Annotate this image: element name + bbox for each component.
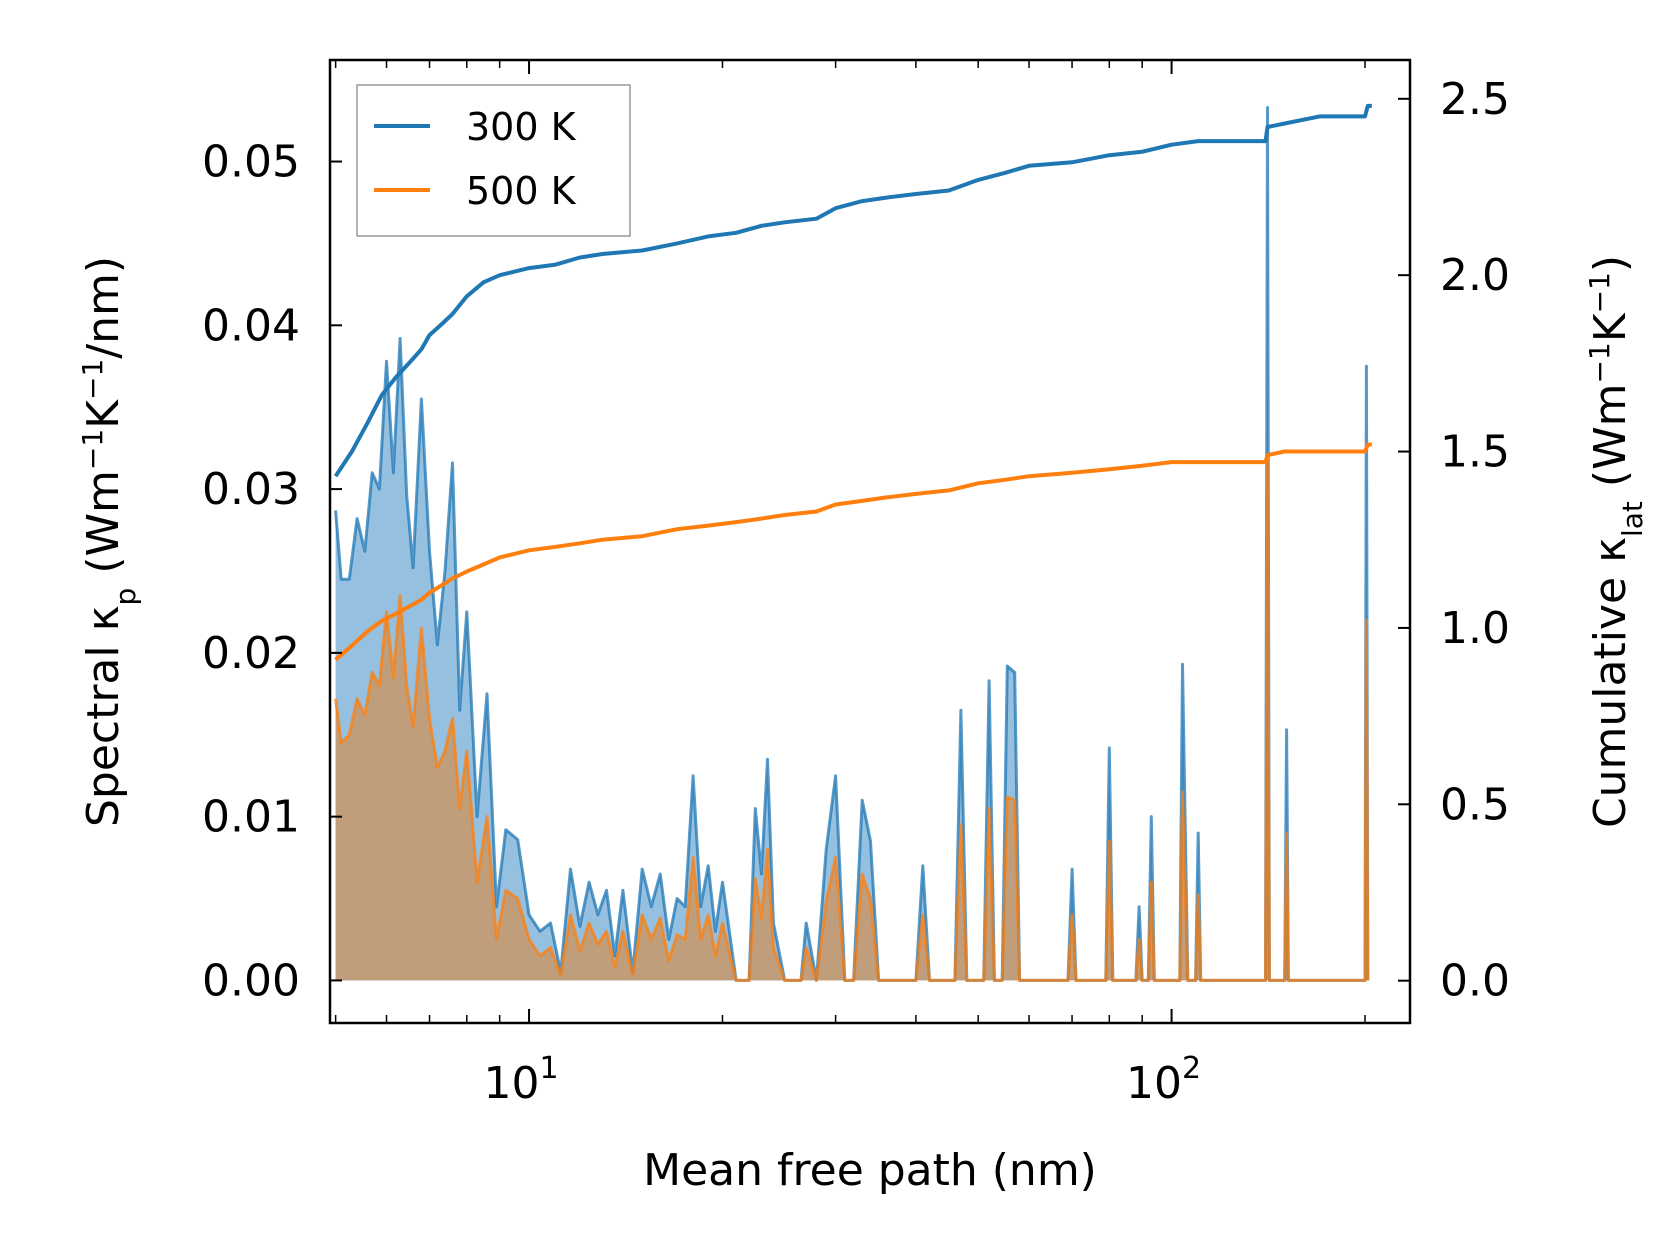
spectral-fill-500k [335, 456, 1368, 981]
y-right-tick-label: 1.5 [1440, 427, 1510, 478]
y-right-title-sup1: −1 [1583, 342, 1616, 383]
y-right-tick-label: 2.5 [1440, 74, 1510, 125]
tick-layer: 0.00 0.01 0.02 0.03 0.04 0.05 0.0 0.5 1.0 1.5 2.0 2… [202, 60, 1510, 1109]
y-right-tick-label: 1.0 [1440, 603, 1510, 654]
y-left-axis-title: Spectral κp (Wm−1K−1/nm) [76, 256, 142, 827]
y-left-title-unit-mid: K [78, 399, 129, 429]
y-right-axis-title: Cumulative κlat (Wm−1K−1) [1583, 255, 1649, 828]
y-left-tick-label: 0.02 [202, 628, 300, 679]
y-right-title-unit-mid: K [1585, 312, 1636, 342]
y-right-title-sub: lat [1616, 501, 1649, 537]
legend-label-500k: 500 K [466, 169, 577, 213]
y-left-tick-label: 0.00 [202, 955, 300, 1006]
spectral-line-500k [334, 454, 1370, 982]
y-right-title-sup2: −1 [1583, 272, 1616, 313]
line-layer [333, 103, 1372, 982]
y-left-title-sup2: −1 [76, 359, 109, 400]
y-left-tick-label: 0.03 [202, 464, 300, 515]
legend: 300 K 500 K [356, 84, 631, 237]
y-left-tick-label: 0.01 [202, 792, 300, 843]
x-tick-label-exponent: 2 [1182, 1051, 1201, 1086]
legend-frame [356, 84, 631, 237]
y-right-tick-label: 0.5 [1440, 779, 1510, 830]
y-left-title-unit-post: /nm) [78, 256, 129, 359]
x-tick-label: 101 [484, 1051, 559, 1109]
x-tick-label: 102 [1126, 1051, 1201, 1109]
y-left-title-unit-pre: (Wm [78, 470, 129, 588]
plot-frame [328, 58, 1412, 1025]
y-right-tick-label: 2.0 [1440, 250, 1510, 301]
cumulative-line-300k [333, 103, 1372, 478]
x-tick-label-exponent: 1 [540, 1051, 559, 1086]
y-left-tick-label: 0.04 [202, 300, 300, 351]
y-right-title-main: Cumulative κ [1585, 537, 1636, 828]
spectral-fill-layer [335, 107, 1368, 981]
y-left-title-sub: p [109, 588, 142, 606]
y-left-tick-label: 0.05 [202, 137, 300, 188]
y-right-tick-label: 0.0 [1440, 956, 1510, 1007]
y-left-title-sup1: −1 [76, 429, 109, 470]
y-right-title-unit-pre: (Wm [1585, 384, 1636, 502]
cumulative-line-500k [334, 442, 1372, 662]
legend-label-300k: 300 K [466, 105, 577, 149]
y-left-title-main: Spectral κ [78, 605, 129, 827]
y-right-title-unit-post: ) [1585, 255, 1636, 272]
x-axis-title: Mean free path (nm) [643, 1145, 1097, 1196]
